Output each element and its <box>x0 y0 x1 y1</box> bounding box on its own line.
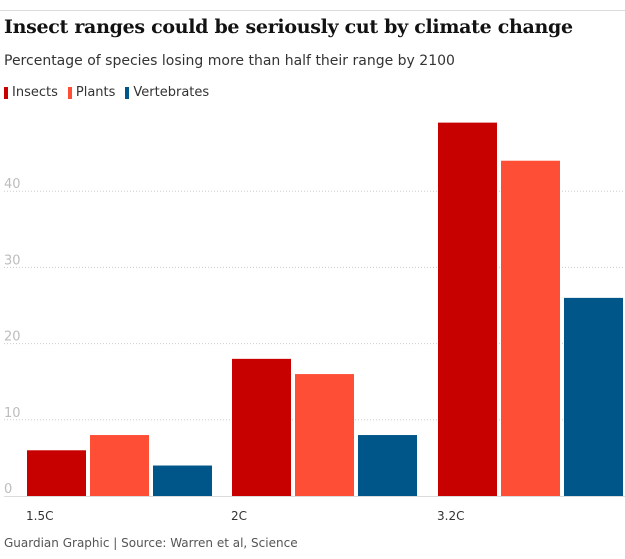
legend-label-plants: Plants <box>75 85 116 100</box>
source-footer: Guardian Graphic | Source: Warren et al,… <box>4 536 298 550</box>
top-rule <box>0 10 625 11</box>
y-tick-label-10: 10 <box>4 406 21 421</box>
legend-label-insects: Insects <box>12 85 58 100</box>
y-tick-label-40: 40 <box>4 177 21 192</box>
legend-item-plants: Plants <box>67 85 116 100</box>
bar-vertebrates-3-2c <box>564 297 623 496</box>
legend-item-vertebrates: Vertebrates <box>125 85 209 100</box>
y-tick-label-30: 30 <box>4 253 21 268</box>
bar-chart: 0 10 20 30 40 1.5C 2C 3.2C <box>4 122 625 523</box>
y-tick-label-0: 0 <box>4 482 12 497</box>
bar-vertebrates-2c <box>358 435 417 496</box>
bar-vertebrates-1-5c <box>153 465 212 496</box>
chart-title: Insect ranges could be seriously cut by … <box>4 16 573 38</box>
x-tick-label-1-5c: 1.5C <box>26 509 53 523</box>
legend-swatch-vertebrates <box>125 86 130 99</box>
x-tick-label-2c: 2C <box>231 509 247 523</box>
x-tick-label-3-2c: 3.2C <box>437 509 464 523</box>
bar-plants-2c <box>295 374 354 496</box>
legend-swatch-insects <box>4 86 8 99</box>
bar-insects-2c <box>232 358 291 496</box>
bar-insects-1-5c <box>27 450 86 496</box>
bar-plants-1-5c <box>90 435 149 496</box>
bar-plants-3-2c <box>501 160 560 496</box>
legend-item-insects: Insects <box>4 85 58 100</box>
legend: Insects Plants Vertebrates <box>4 85 209 100</box>
chart-subtitle: Percentage of species losing more than h… <box>4 53 455 69</box>
legend-swatch-plants <box>67 86 72 99</box>
bar-insects-3-2c <box>438 122 497 497</box>
legend-label-vertebrates: Vertebrates <box>133 85 210 100</box>
y-tick-label-20: 20 <box>4 330 21 345</box>
